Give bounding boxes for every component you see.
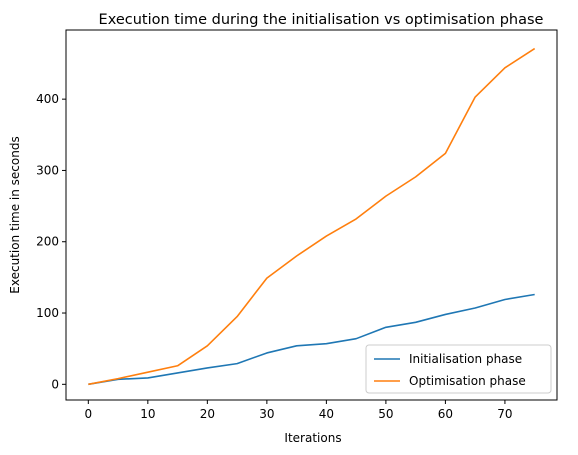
y-tick-label: 300 [36,163,59,177]
legend-label-0: Initialisation phase [409,352,522,366]
x-tick-label: 10 [140,407,155,421]
legend-box [365,344,552,394]
x-tick-label: 20 [200,407,215,421]
y-tick-label: 400 [36,92,59,106]
legend-label-1: Optimisation phase [409,374,526,388]
x-tick-label: 50 [378,407,393,421]
plot-area-frame [65,29,558,401]
y-axis: 0 100 200 300 400 [36,92,66,391]
x-axis: 0 10 20 30 40 50 60 70 [84,400,513,421]
x-tick-label: 40 [319,407,334,421]
chart-title: Execution time during the initialisation… [99,12,544,28]
series-line-1 [88,47,536,386]
y-tick-label: 200 [36,235,59,249]
x-tick-label: 60 [438,407,453,421]
x-tick-label: 70 [497,407,512,421]
series-line-0 [88,293,535,386]
series-layer [88,47,536,386]
x-axis-label: Iterations [284,431,341,445]
legend: Initialisation phase Optimisation phase [365,344,552,394]
y-axis-label: Execution time in seconds [8,136,22,293]
x-tick-label: 0 [84,407,92,421]
x-tick-label: 30 [259,407,274,421]
y-tick-label: 0 [51,377,59,391]
y-tick-label: 100 [36,306,59,320]
